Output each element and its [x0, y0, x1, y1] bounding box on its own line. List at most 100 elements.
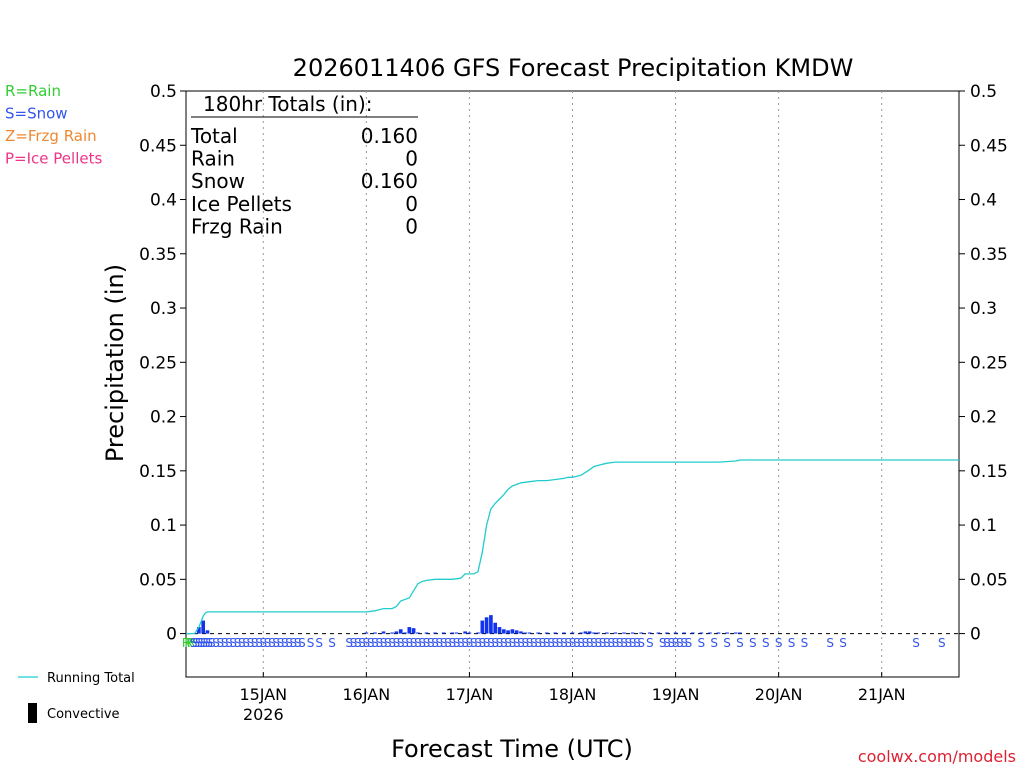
- ptype-marker-s: S: [444, 636, 452, 650]
- x-tick-label: 16JAN: [343, 685, 391, 704]
- precip-bar: [579, 632, 583, 634]
- y-tick-label-left: 0.3: [150, 299, 177, 319]
- y-tick-label-left: 0.05: [139, 570, 177, 590]
- y-tick-label-left: 0.15: [139, 462, 177, 482]
- x-tick-label: 19JAN: [652, 685, 700, 704]
- precip-bar: [463, 631, 467, 634]
- ptype-marker-s: S: [203, 636, 211, 650]
- ptype-marker-s: S: [414, 636, 422, 650]
- precip-bars: [197, 615, 742, 634]
- precip-bar: [493, 622, 498, 634]
- ptype-marker-s: S: [436, 636, 444, 650]
- ptype-marker-s: S: [723, 636, 731, 650]
- ptype-marker-s: S: [504, 636, 512, 650]
- ptype-marker-r: R: [182, 636, 190, 650]
- series-legend: Running Total Convective: [18, 671, 135, 723]
- ptype-marker-s: S: [298, 636, 306, 650]
- ptype-marker-s: S: [577, 636, 585, 650]
- ptype-legend-item: R=Rain: [5, 82, 61, 100]
- ptype-marker-r: R: [184, 636, 192, 650]
- y-tick-label-left: 0.25: [139, 353, 177, 373]
- precip-bar: [605, 632, 609, 634]
- ptype-marker-s: S: [448, 636, 456, 650]
- precip-bar: [364, 632, 369, 634]
- ptype-marker-s: S: [470, 636, 478, 650]
- ptype-marker-s: S: [680, 636, 688, 650]
- convective-legend-label: Convective: [47, 707, 120, 722]
- y-tick-label-left: 0.4: [150, 191, 177, 211]
- ptype-marker-s: S: [401, 636, 409, 650]
- ptype-marker-s: S: [599, 636, 607, 650]
- ptype-marker-s: S: [569, 636, 577, 650]
- ptype-marker-s: S: [564, 636, 572, 650]
- ptype-legend-item: S=Snow: [5, 105, 68, 123]
- precip-bar: [665, 632, 669, 634]
- precip-bar: [639, 632, 644, 634]
- ptype-marker-s: S: [229, 636, 237, 650]
- precip-bar: [510, 629, 515, 634]
- precip-bar: [519, 631, 523, 634]
- ptype-marker-s: S: [590, 636, 598, 650]
- y-tick-label-right: 0.25: [970, 353, 1008, 373]
- precip-bar: [733, 632, 738, 634]
- precip-bar: [381, 631, 386, 634]
- y-tick-label-right: 0.3: [970, 299, 997, 319]
- y-tick-label-right: 0.1: [970, 516, 997, 536]
- precip-bar: [450, 632, 455, 634]
- y-tick-label-left: 0.5: [150, 82, 177, 102]
- ptype-marker-s: S: [380, 636, 388, 650]
- y-axes: 0 00.05 0.050.1 0.10.15 0.150.2 0.20.25 0.250.…: [139, 82, 1008, 645]
- y-tick-label-right: 0.45: [970, 136, 1008, 156]
- y-tick-label-left: 0.2: [150, 408, 177, 428]
- x-tick-label: 20JAN: [755, 685, 803, 704]
- y-tick-label-left: 0.45: [139, 136, 177, 156]
- precip-bar: [497, 627, 502, 634]
- precip-bar: [544, 632, 549, 634]
- running-total-legend-label: Running Total: [47, 671, 135, 686]
- y-axis-label: Precipitation (in): [101, 264, 129, 462]
- ptype-marker-s: S: [620, 636, 628, 650]
- ptype-marker-s: S: [667, 636, 675, 650]
- ptype-marker-s: S: [539, 636, 547, 650]
- totals-row-label: Rain: [191, 147, 235, 171]
- ptype-marker-s: S: [410, 636, 418, 650]
- precip-bar: [398, 629, 403, 634]
- ptype-marker-s: S: [517, 636, 525, 650]
- precip-bar: [390, 632, 394, 634]
- ptype-marker-s: S: [281, 636, 289, 650]
- precip-bar: [699, 632, 704, 634]
- precip-bar: [622, 632, 626, 634]
- ptype-marker-s: S: [685, 636, 693, 650]
- ptype-marker-s: S: [294, 636, 302, 650]
- ptype-marker-s: S: [509, 636, 517, 650]
- ptype-marker-s: S: [543, 636, 551, 650]
- ptype-marker-s: S: [663, 636, 671, 650]
- precip-bar: [527, 632, 532, 634]
- ptype-marker-s: S: [198, 636, 206, 650]
- precip-bar: [738, 632, 742, 634]
- ptype-marker-s: S: [431, 636, 439, 650]
- ptype-marker-s: S: [285, 636, 293, 650]
- x-tick-sublabel: 2026: [243, 705, 284, 724]
- ptype-marker-s: S: [363, 636, 371, 650]
- ptype-marker-s: S: [839, 636, 847, 650]
- ptype-marker-s: S: [556, 636, 564, 650]
- ptype-marker-s: S: [826, 636, 834, 650]
- ptype-marker-s: S: [573, 636, 581, 650]
- ptype-marker-s: S: [268, 636, 276, 650]
- ptype-marker-s: S: [672, 636, 680, 650]
- y-tick-label-right: 0.2: [970, 408, 997, 428]
- ptype-marker-s: S: [586, 636, 594, 650]
- precip-bar: [424, 632, 429, 634]
- ptype-marker-s: S: [453, 636, 461, 650]
- ptype-marker-s: S: [487, 636, 495, 650]
- ptype-marker-s: S: [479, 636, 487, 650]
- ptype-marker-s: S: [350, 636, 358, 650]
- ptype-marker-r: R: [187, 636, 195, 650]
- ptype-marker-s: S: [560, 636, 568, 650]
- ptype-marker-s: S: [698, 636, 706, 650]
- precip-bar: [480, 620, 485, 634]
- precip-bar: [673, 632, 678, 634]
